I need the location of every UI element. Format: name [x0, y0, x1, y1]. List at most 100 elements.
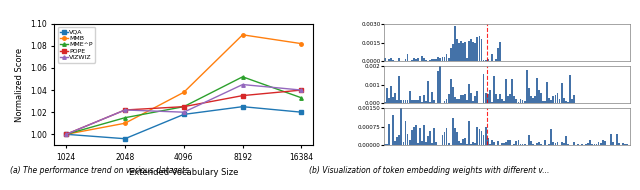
- Bar: [515, 141, 517, 145]
- Bar: [464, 94, 466, 103]
- VIZWIZ: [298, 89, 305, 91]
- Line: VIZWIZ: VIZWIZ: [65, 83, 303, 136]
- Bar: [542, 101, 544, 103]
- POPE: [180, 105, 188, 108]
- Bar: [454, 26, 456, 61]
- Bar: [501, 99, 503, 103]
- Bar: [503, 143, 505, 145]
- MME^P: [298, 97, 305, 99]
- Bar: [396, 100, 398, 103]
- Bar: [401, 105, 403, 145]
- Bar: [440, 65, 442, 103]
- Bar: [508, 96, 509, 103]
- Bar: [484, 60, 486, 61]
- Text: (b) Visualization of token embedding weights with different v...: (b) Visualization of token embedding wei…: [308, 166, 549, 175]
- Bar: [497, 48, 499, 61]
- Bar: [394, 141, 396, 145]
- Bar: [573, 142, 575, 145]
- Bar: [509, 94, 511, 103]
- MMB: [298, 43, 305, 45]
- Bar: [472, 101, 474, 103]
- Bar: [435, 142, 437, 145]
- Bar: [538, 142, 540, 145]
- Bar: [567, 102, 569, 103]
- Bar: [417, 100, 419, 103]
- Bar: [406, 134, 408, 145]
- Bar: [591, 144, 593, 145]
- Bar: [474, 97, 476, 103]
- Bar: [429, 131, 431, 145]
- Bar: [536, 143, 538, 145]
- Bar: [593, 144, 595, 145]
- Bar: [559, 99, 561, 103]
- Bar: [417, 143, 419, 145]
- Bar: [401, 100, 403, 103]
- Bar: [452, 118, 454, 145]
- Bar: [489, 144, 491, 145]
- Bar: [413, 127, 415, 145]
- Bar: [425, 101, 427, 103]
- Bar: [384, 102, 386, 103]
- Bar: [493, 142, 495, 145]
- MMB: [121, 122, 129, 124]
- Bar: [423, 125, 425, 145]
- Bar: [491, 101, 493, 103]
- Bar: [525, 70, 527, 103]
- Bar: [487, 94, 488, 103]
- Line: MMB: MMB: [65, 33, 303, 136]
- Bar: [520, 144, 522, 145]
- Bar: [479, 36, 481, 61]
- Bar: [448, 143, 449, 145]
- Line: POPE: POPE: [65, 88, 303, 136]
- Bar: [384, 58, 386, 61]
- Bar: [448, 93, 449, 103]
- MMB: [62, 133, 70, 135]
- Bar: [563, 143, 564, 145]
- Bar: [435, 59, 437, 61]
- Bar: [472, 142, 474, 145]
- Bar: [445, 128, 447, 145]
- Bar: [437, 57, 439, 61]
- Bar: [550, 100, 552, 103]
- Bar: [561, 83, 563, 103]
- Bar: [564, 136, 566, 145]
- Bar: [548, 98, 550, 103]
- Bar: [419, 128, 420, 145]
- Bar: [464, 42, 466, 61]
- Bar: [489, 90, 491, 103]
- Bar: [392, 115, 394, 145]
- Bar: [530, 141, 532, 145]
- VQA: [239, 105, 246, 108]
- Bar: [518, 140, 520, 145]
- Bar: [493, 76, 495, 103]
- Bar: [509, 140, 511, 145]
- Bar: [392, 60, 394, 61]
- Bar: [433, 100, 435, 103]
- Bar: [415, 125, 417, 145]
- Bar: [452, 44, 454, 61]
- Legend: VQA, MMB, MME^P, POPE, VIZWIZ: VQA, MMB, MME^P, POPE, VIZWIZ: [58, 27, 95, 63]
- Bar: [409, 140, 410, 145]
- Bar: [421, 56, 423, 61]
- Y-axis label: Normalized Score: Normalized Score: [15, 48, 24, 122]
- Bar: [581, 144, 583, 145]
- Bar: [554, 95, 556, 103]
- Bar: [596, 144, 597, 145]
- Bar: [534, 96, 536, 103]
- X-axis label: Extended Vocabulary Size: Extended Vocabulary Size: [129, 168, 239, 177]
- Bar: [404, 100, 406, 103]
- Bar: [444, 57, 445, 61]
- Bar: [569, 75, 571, 103]
- Bar: [442, 135, 444, 145]
- Bar: [406, 100, 408, 103]
- Bar: [499, 41, 501, 61]
- Bar: [483, 74, 484, 103]
- Bar: [468, 84, 470, 103]
- Bar: [505, 79, 507, 103]
- Bar: [518, 102, 520, 103]
- Bar: [425, 59, 427, 61]
- Bar: [466, 100, 468, 103]
- Bar: [536, 78, 538, 103]
- Bar: [409, 91, 410, 103]
- Bar: [487, 138, 488, 145]
